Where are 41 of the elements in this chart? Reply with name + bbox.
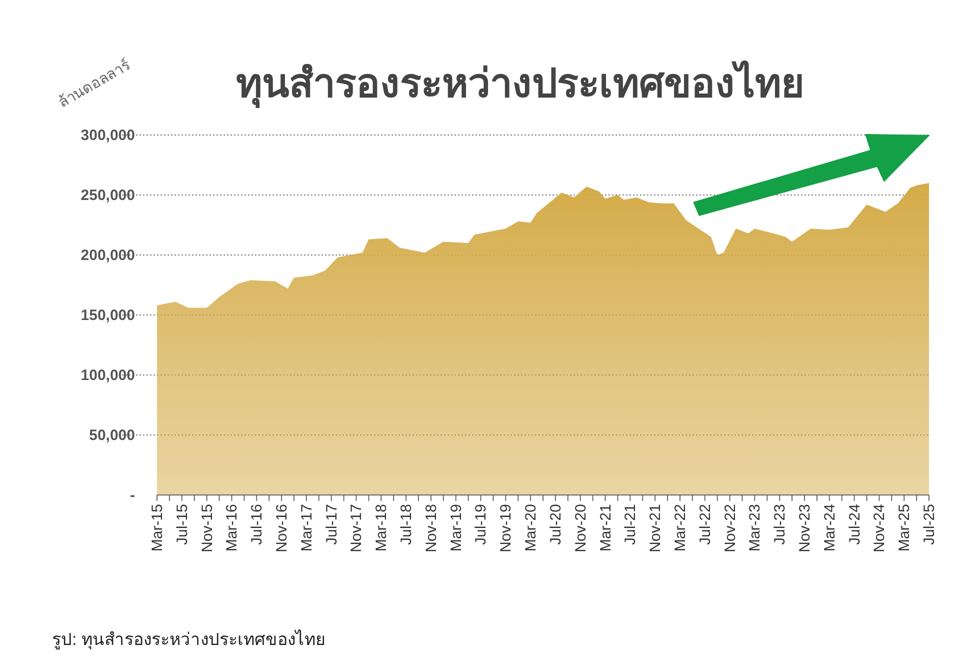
x-tick-label: Mar-16 — [224, 504, 241, 552]
x-tick-label: Mar-23 — [746, 504, 764, 552]
x-tick-label: Mar-20 — [522, 504, 540, 552]
x-tick-label: Mar-19 — [448, 504, 465, 552]
x-tick-label: Mar-25 — [896, 504, 914, 552]
x-tick-label: Mar-17 — [298, 504, 316, 552]
x-tick-label: Jul-23 — [772, 504, 789, 545]
x-tick-label: Jul-16 — [248, 504, 266, 545]
x-tick-label: Nov-19 — [498, 504, 515, 552]
y-tick-label: 300,000 — [80, 127, 135, 144]
x-tick-label: Jul-15 — [174, 504, 191, 545]
x-tick-label: Nov-15 — [198, 504, 216, 552]
x-tick-label: Mar-18 — [373, 504, 390, 552]
y-tick-label: 50,000 — [89, 427, 135, 444]
x-tick-label: Nov-17 — [348, 504, 366, 552]
x-tick-label: Nov-23 — [796, 504, 814, 552]
chart-title: ทุนสำรองระหว่างประเทศของไทย — [236, 60, 804, 109]
x-tick-label: Mar-15 — [149, 504, 166, 552]
x-tick-label: Mar-24 — [821, 504, 838, 552]
y-tick-label: 200,000 — [80, 247, 135, 264]
x-tick-label: Nov-24 — [871, 504, 888, 552]
x-tick-label: Jul-18 — [398, 504, 416, 545]
text: รูป: ทุนสำรองระหว่างประเทศของไทย — [52, 629, 326, 650]
x-tick-label: Jul-22 — [696, 504, 714, 545]
x-tick-label: Mar-21 — [597, 504, 614, 552]
x-tick-label: Nov-20 — [572, 504, 590, 552]
x-tick-label: Jul-24 — [846, 504, 864, 545]
x-tick-label: Jul-21 — [622, 504, 640, 545]
x-tick-label: Nov-18 — [422, 504, 440, 552]
x-tick-label: Mar-22 — [672, 504, 689, 552]
x-tick-label: Jul-25 — [921, 504, 938, 545]
x-tick-label: Nov-22 — [722, 504, 739, 552]
x-tick-label: Jul-19 — [472, 504, 490, 545]
y-tick-label: 150,000 — [80, 307, 135, 324]
x-tick-label: Jul-17 — [323, 504, 340, 545]
y-tick-label: - — [130, 487, 135, 504]
x-tick-label: Nov-16 — [274, 504, 291, 552]
x-tick-label: Jul-20 — [547, 504, 564, 545]
y-tick-label: 250,000 — [80, 187, 135, 204]
x-tick-label: Nov-21 — [647, 504, 664, 552]
y-tick-label: 100,000 — [80, 367, 135, 384]
